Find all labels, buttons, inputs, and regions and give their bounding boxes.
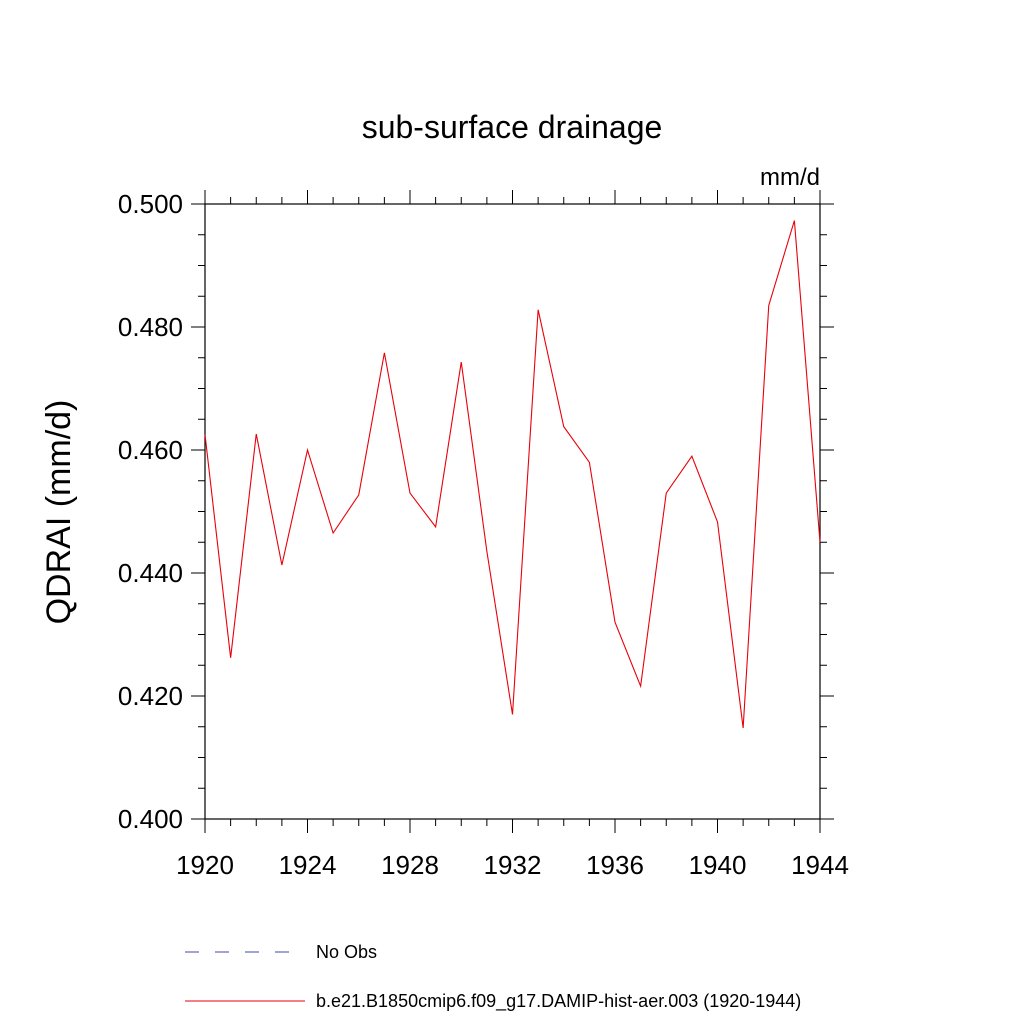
x-tick-label: 1936	[586, 850, 644, 880]
y-tick-label: 0.480	[118, 312, 183, 342]
y-axis-label: QDRAI (mm/d)	[40, 400, 78, 625]
units-label: mm/d	[760, 164, 820, 191]
y-tick-label: 0.420	[118, 681, 183, 711]
legend-label-no-obs: No Obs	[316, 942, 377, 962]
tick-marks	[191, 190, 834, 833]
x-tick-labels: 1920 1924 1928 1932 1936 1940 1944	[176, 850, 849, 880]
plot-frame	[204, 203, 821, 820]
y-tick-labels: 0.400 0.420 0.440 0.460 0.480 0.500	[118, 189, 183, 834]
y-tick-label: 0.460	[118, 435, 183, 465]
series-line-0	[204, 220, 821, 729]
legend: No Obs b.e21.B1850cmip6.f09_g17.DAMIP-hi…	[185, 942, 801, 1012]
y-tick-label: 0.440	[118, 558, 183, 588]
x-tick-label: 1920	[176, 850, 234, 880]
x-tick-label: 1940	[689, 850, 747, 880]
y-tick-label: 0.500	[118, 189, 183, 219]
x-tick-label: 1928	[381, 850, 439, 880]
x-tick-label: 1924	[279, 850, 337, 880]
x-tick-label: 1932	[484, 850, 542, 880]
series-layer	[204, 220, 821, 729]
y-tick-label: 0.400	[118, 804, 183, 834]
x-tick-label: 1944	[791, 850, 849, 880]
chart-title: sub-surface drainage	[362, 109, 663, 145]
legend-label-model: b.e21.B1850cmip6.f09_g17.DAMIP-hist-aer.…	[316, 991, 801, 1012]
